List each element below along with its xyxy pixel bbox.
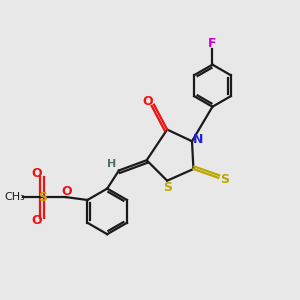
Text: O: O [31,167,42,180]
Text: O: O [31,214,42,227]
Text: F: F [208,37,217,50]
Text: S: S [220,173,229,186]
Text: CH₃: CH₃ [4,192,25,202]
Text: N: N [193,133,203,146]
Text: S: S [163,181,172,194]
Text: S: S [38,190,47,204]
Text: O: O [142,95,153,108]
Text: H: H [107,159,116,169]
Text: O: O [62,185,72,198]
